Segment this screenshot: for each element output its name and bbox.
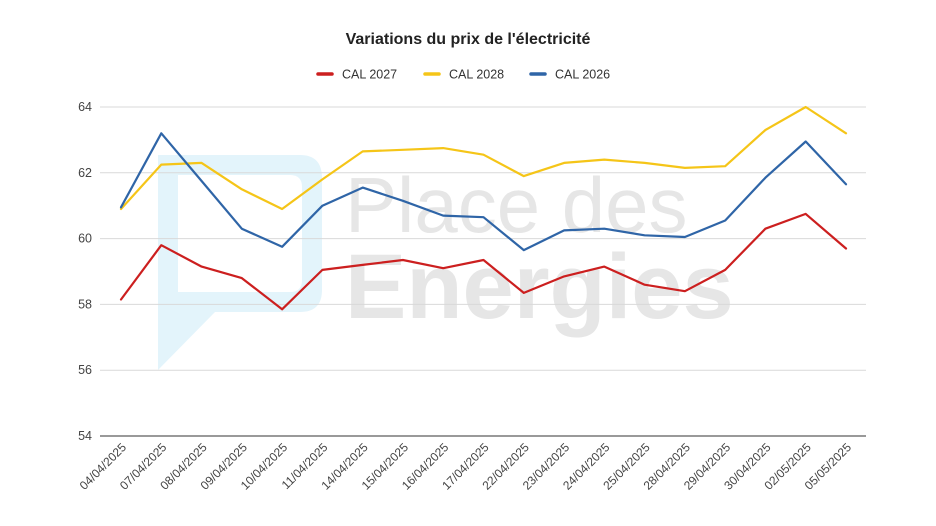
legend: CAL 2027 CAL 2028 CAL 2026: [316, 68, 610, 82]
series-line-cal-2027: [119, 212, 848, 311]
y-axis-ticks: 54 56 58 60 62 64: [78, 100, 92, 443]
series-line-cal-2026: [119, 132, 848, 252]
chart-title: Variations du prix de l'électricité: [346, 31, 591, 48]
legend-label: CAL 2028: [449, 68, 504, 82]
y-tick-label: 54: [78, 429, 92, 443]
x-axis-ticks: 04/04/202507/04/202508/04/202509/04/2025…: [77, 440, 855, 493]
y-tick-label: 64: [78, 100, 92, 114]
watermark-logo: Place des Energies: [158, 155, 734, 370]
legend-label: CAL 2026: [555, 68, 610, 82]
y-tick-label: 60: [78, 232, 92, 246]
watermark-text-line1: Place des: [345, 161, 688, 249]
y-tick-label: 62: [78, 166, 92, 180]
series-line-cal-2028: [119, 105, 848, 211]
series-lines: [119, 105, 848, 311]
y-tick-label: 56: [78, 363, 92, 377]
gridlines: [100, 106, 866, 437]
y-tick-label: 58: [78, 297, 92, 311]
watermark-shape-inner: [178, 175, 302, 292]
legend-label: CAL 2027: [342, 68, 397, 82]
